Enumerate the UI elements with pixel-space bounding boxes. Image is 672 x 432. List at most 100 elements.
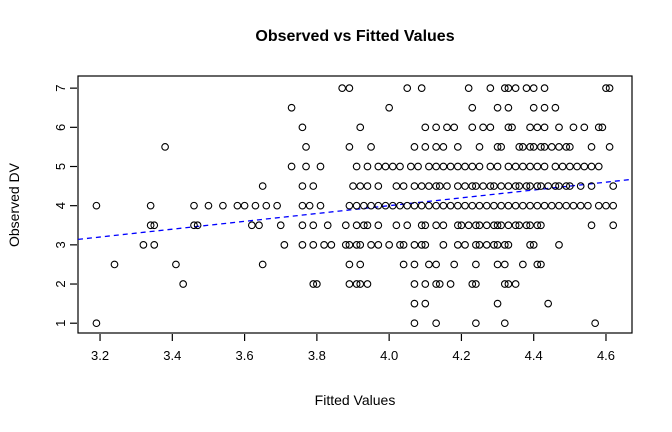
data-point (360, 221, 368, 230)
data-point (594, 162, 603, 171)
data-point (562, 182, 571, 190)
data-point (435, 280, 444, 288)
data-point (410, 319, 419, 328)
data-point (388, 162, 397, 171)
data-point (316, 201, 325, 210)
data-point (374, 182, 383, 190)
data-point (555, 241, 563, 249)
data-point (540, 103, 549, 112)
data-point (367, 201, 375, 210)
data-point (92, 201, 101, 210)
data-point (172, 260, 180, 269)
data-point (587, 143, 596, 151)
x-tick-label: 4.4 (525, 348, 543, 363)
data-point (453, 143, 462, 151)
data-point (580, 162, 589, 171)
data-point (341, 241, 350, 249)
x-tick-label: 4.0 (380, 348, 398, 363)
data-point (110, 260, 119, 269)
data-point (345, 241, 354, 249)
data-point (432, 201, 440, 210)
data-point (425, 182, 433, 190)
data-point (464, 221, 473, 230)
data-point (526, 221, 534, 230)
data-point (356, 260, 365, 269)
data-point (190, 221, 198, 230)
data-point (533, 221, 542, 230)
data-point (298, 221, 307, 230)
data-point (309, 280, 318, 288)
data-point (396, 201, 404, 210)
data-point (551, 182, 560, 190)
data-point (219, 201, 227, 210)
data-point (555, 182, 563, 190)
data-point (446, 162, 455, 171)
data-point (533, 162, 542, 171)
data-point (529, 241, 538, 249)
data-point (298, 201, 307, 210)
y-tick-label: 1 (53, 320, 68, 327)
data-point (302, 143, 310, 151)
data-point (352, 221, 361, 230)
x-tick-label: 4.6 (597, 348, 615, 363)
data-point (486, 123, 495, 132)
data-point (327, 241, 336, 249)
data-point (526, 241, 534, 249)
data-point (453, 241, 462, 249)
data-point (414, 162, 422, 171)
identity-line (77, 178, 633, 241)
data-point (555, 201, 563, 210)
data-point (497, 201, 506, 210)
data-point (410, 143, 419, 151)
data-point (493, 221, 502, 230)
data-point (193, 221, 202, 230)
data-point (497, 143, 506, 151)
data-point (504, 280, 513, 288)
data-point (475, 143, 484, 151)
data-point (472, 260, 480, 269)
data-point (439, 162, 448, 171)
y-tick-label: 4 (53, 202, 68, 209)
data-point (472, 319, 480, 328)
data-point (280, 241, 289, 249)
x-tick-label: 3.6 (236, 348, 254, 363)
data-point (529, 84, 538, 92)
data-point (432, 162, 440, 171)
data-point (425, 260, 433, 269)
data-point (533, 182, 542, 190)
data-point (493, 143, 502, 151)
data-point (475, 162, 484, 171)
data-point (345, 143, 354, 151)
data-point (511, 182, 520, 190)
data-point (392, 182, 401, 190)
data-point (262, 201, 271, 210)
data-point (446, 280, 455, 288)
y-tick-label: 5 (53, 163, 68, 170)
data-point (533, 201, 542, 210)
data-point (316, 162, 325, 171)
data-point (544, 299, 553, 308)
data-point (432, 221, 440, 230)
data-point (396, 162, 404, 171)
data-point (547, 201, 556, 210)
data-point (461, 182, 469, 190)
y-tick-label: 3 (53, 241, 68, 248)
data-point (150, 221, 159, 230)
data-point (338, 84, 347, 92)
data-point (258, 260, 267, 269)
data-point (490, 201, 498, 210)
data-point (341, 221, 350, 230)
data-point (356, 280, 365, 288)
data-point (565, 182, 574, 190)
data-point (92, 319, 101, 328)
data-point (482, 241, 491, 249)
x-tick-label: 3.8 (308, 348, 326, 363)
data-point (432, 143, 440, 151)
data-point (345, 84, 354, 92)
data-point (363, 182, 372, 190)
data-point (435, 182, 444, 190)
data-point (439, 201, 448, 210)
data-point (450, 123, 459, 132)
data-point (500, 280, 509, 288)
y-tick-label: 6 (53, 124, 68, 131)
